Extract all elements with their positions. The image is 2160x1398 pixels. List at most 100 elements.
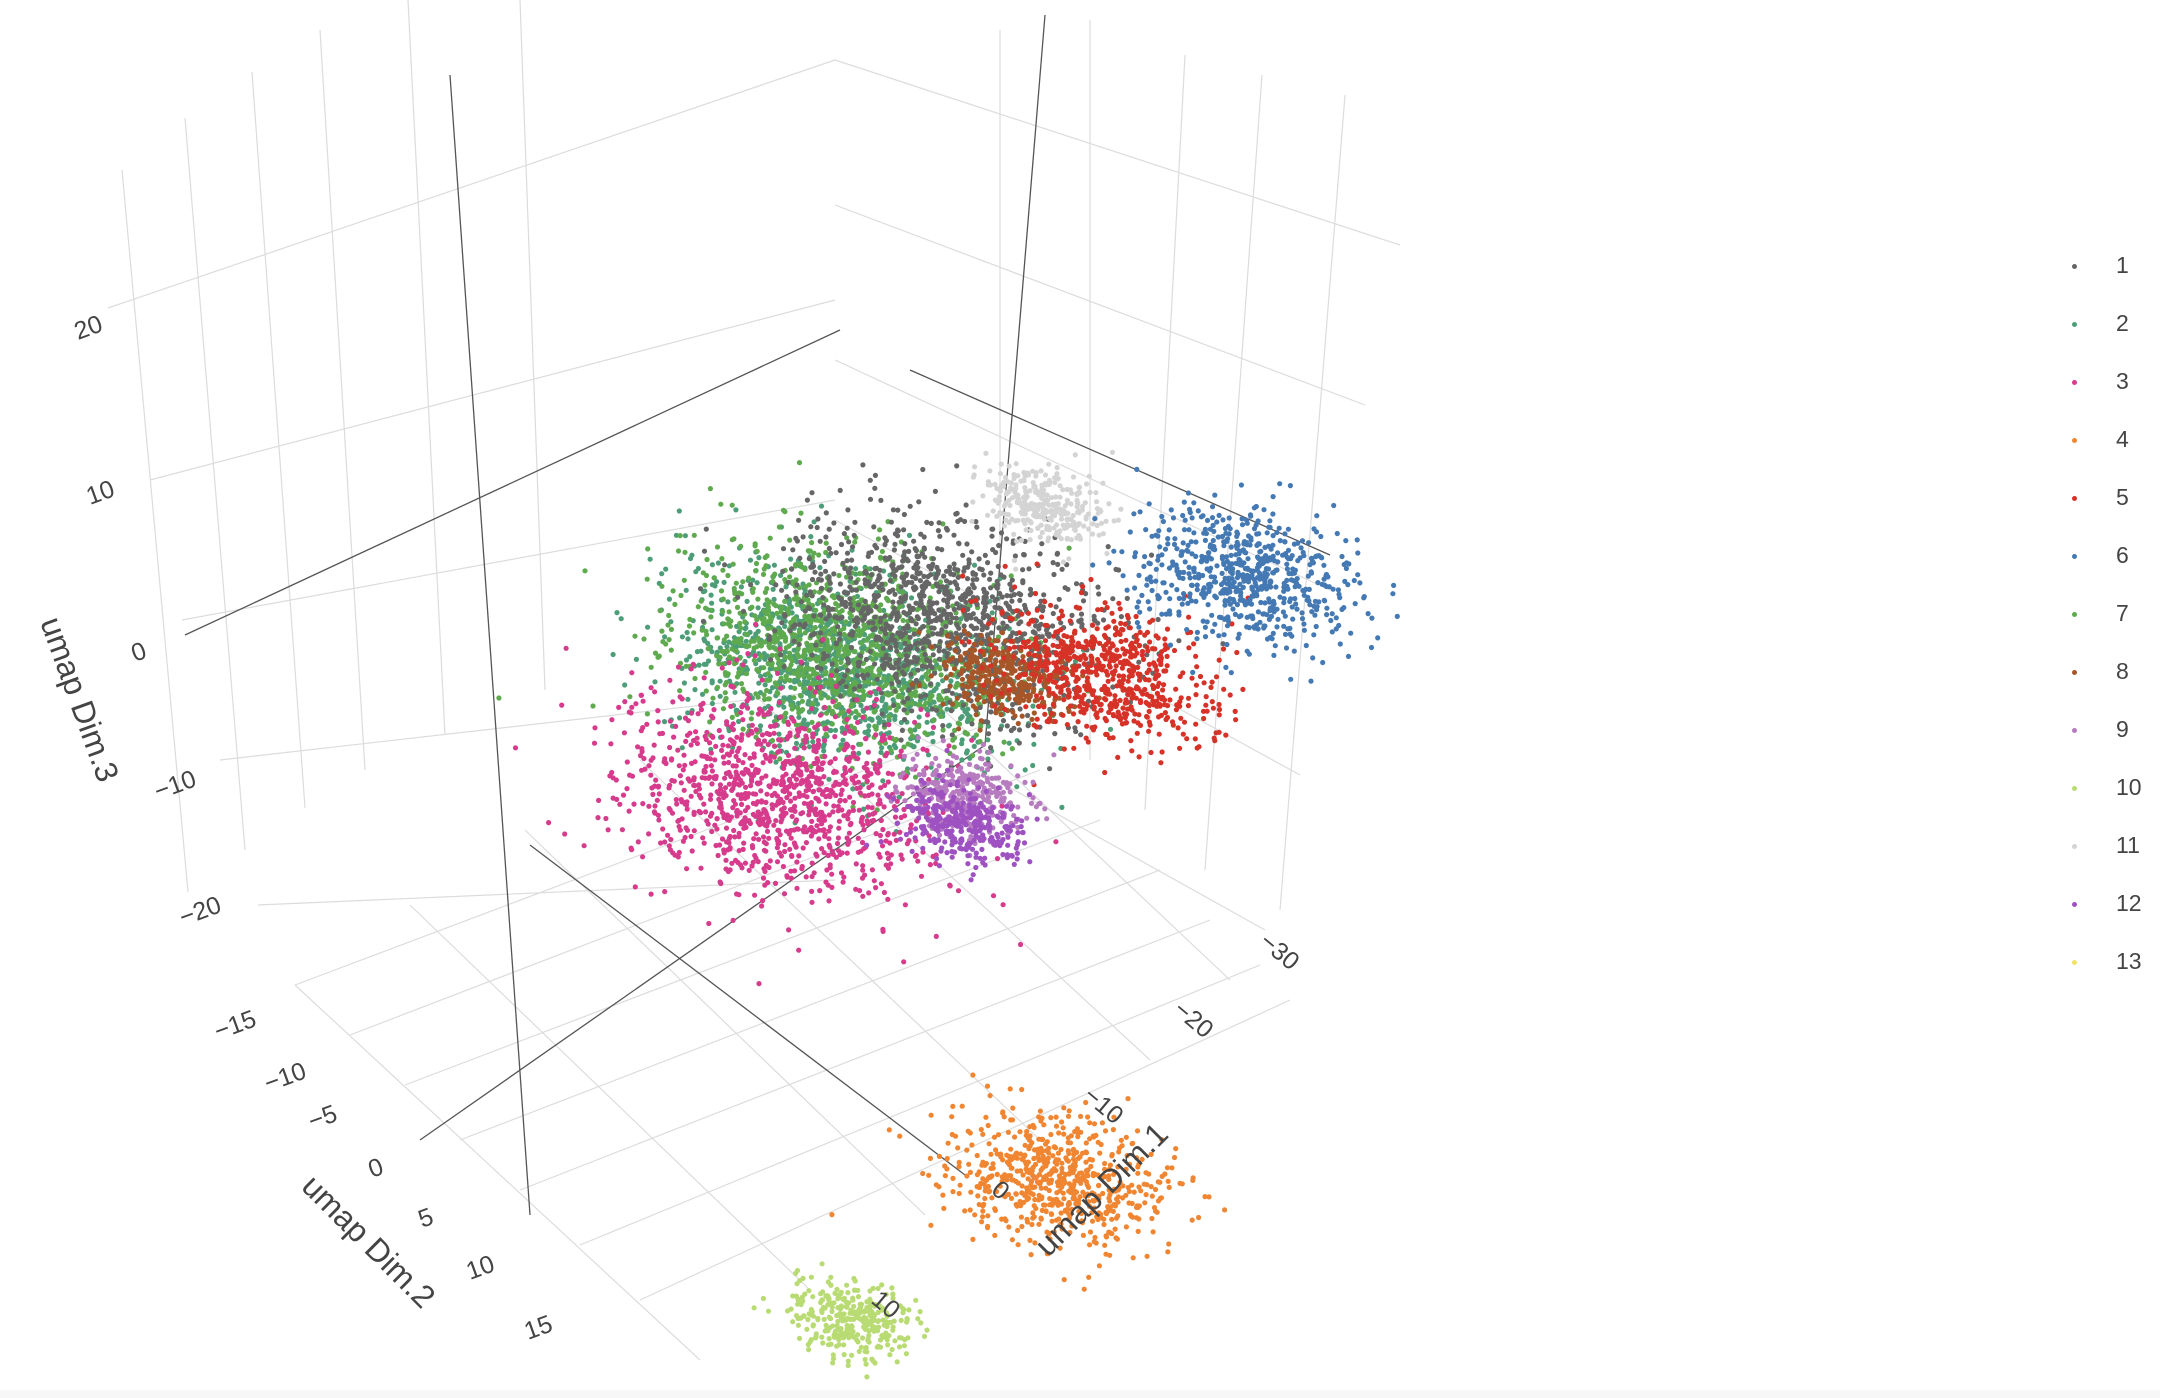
data-point [876,573,882,579]
data-point [1065,586,1071,592]
data-point [851,686,858,692]
data-point [1004,623,1010,630]
data-point [734,813,740,819]
data-point [711,575,717,581]
grid-line [181,499,836,621]
data-point [849,557,855,563]
data-point [815,675,822,681]
data-point [1052,479,1058,486]
data-point [884,850,891,856]
data-point [929,608,935,614]
data-point [905,741,911,747]
data-point [914,614,920,620]
data-point [847,822,853,828]
data-point [749,762,755,769]
data-point [1046,461,1052,467]
data-point [915,667,921,673]
data-point [687,654,693,660]
data-point [1017,706,1023,712]
plot-area[interactable]: 20 10 0 −10 −20 umap Dim.3 −15 −10 −5 0 … [0,0,1440,1398]
data-point [774,610,780,617]
data-point [1000,902,1006,908]
data-point [1056,596,1062,602]
data-point [1012,553,1019,559]
data-point [911,587,917,593]
data-point [965,631,971,637]
data-point [842,673,848,679]
data-point [808,564,814,570]
data-point [722,785,729,791]
data-point [765,696,772,702]
data-point [821,748,827,754]
data-point [788,684,794,690]
data-point [983,594,989,601]
data-point [883,838,889,844]
data-point [840,879,846,885]
data-point [822,665,828,671]
data-point [678,592,684,599]
data-point [830,851,836,857]
data-point [740,662,746,668]
data-point [856,807,862,813]
data-point [603,815,609,822]
data-point [942,619,949,626]
data-point [775,799,781,805]
data-point [875,536,882,542]
data-point [900,558,906,564]
data-point [777,714,784,720]
data-point [853,566,859,572]
data-point [959,676,966,682]
data-point [870,811,876,817]
data-point [633,701,639,707]
data-point [899,669,906,675]
data-point [720,608,726,615]
data-point [796,771,802,777]
data-point [801,745,807,751]
data-point [969,652,975,658]
data-point [1046,633,1052,639]
data-point [911,565,917,571]
data-point [821,602,827,608]
data-point [895,507,901,513]
data-point [886,722,892,728]
data-point [788,620,794,626]
data-point [717,791,723,797]
data-point [782,623,788,630]
data-point [645,546,651,552]
data-point [888,852,894,858]
data-point [997,726,1004,732]
data-point [709,733,715,739]
grid-line [294,724,986,986]
data-point [871,817,877,824]
data-point [717,678,723,684]
data-point [876,851,882,857]
scatter-3d-plot[interactable]: 20 10 0 −10 −20 umap Dim.3 −15 −10 −5 0 … [0,0,1440,1398]
data-point [898,645,904,651]
data-point [1083,591,1089,597]
data-point [620,792,627,798]
data-point [800,845,806,851]
data-point [704,729,710,735]
data-point [819,809,825,815]
data-point [855,779,862,785]
data-point [846,539,852,545]
data-point [766,835,772,841]
data-point [923,664,929,670]
data-point [775,749,781,755]
data-point [914,640,921,646]
data-point [977,727,983,733]
data-point [948,708,954,714]
data-point [1089,531,1096,537]
data-point [729,646,735,652]
data-point [796,714,802,720]
data-point [1084,481,1090,487]
data-point [896,692,903,699]
data-point [908,671,914,677]
data-point [887,578,893,584]
grid-line [459,869,1161,1141]
data-point [595,815,601,821]
data-point [754,667,760,673]
data-point [1051,525,1057,531]
data-point [916,499,922,505]
data-point [930,556,937,562]
